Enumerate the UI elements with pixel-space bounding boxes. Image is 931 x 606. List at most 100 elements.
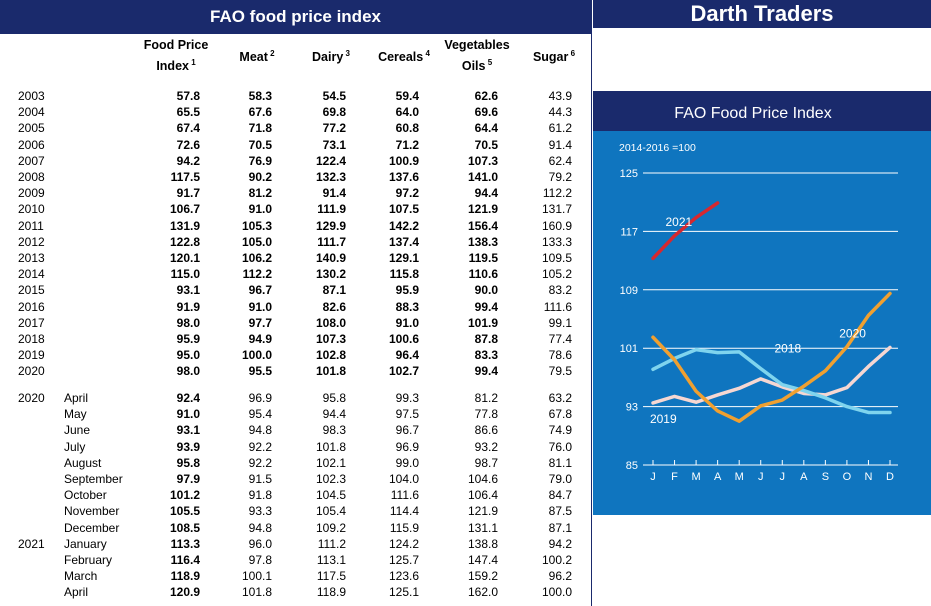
series-label: 2019: [650, 412, 677, 426]
table-row: August 95.8 92.2 102.1 99.0 98.7 81.1: [0, 456, 590, 472]
series-line-2018: [651, 347, 892, 415]
table-cell: 86.6: [474, 423, 498, 438]
table-cell: 83.3: [474, 348, 498, 363]
table-cell: 91.4: [322, 186, 346, 201]
table-cell: 76.9: [248, 153, 272, 168]
table-cell: 81.2: [248, 186, 272, 201]
chart-title: FAO Food Price Index: [674, 105, 831, 122]
table-cell: 95.9: [395, 283, 419, 298]
row-month: July: [64, 439, 86, 454]
table-cell: 62.6: [474, 89, 498, 103]
table-cell: 95.8: [322, 391, 346, 405]
table-cell: 77.8: [474, 407, 498, 422]
table-row: 2007 94.2 76.9 122.4 100.9 107.3 62.4: [0, 154, 590, 170]
table-row: 2015 93.1 96.7 87.1 95.9 90.0 83.2: [0, 283, 590, 299]
series-line-2020: [651, 291, 892, 423]
table-cell: 131.1: [467, 520, 498, 535]
table-cell: 95.4: [248, 407, 272, 422]
table-cell: 74.9: [548, 423, 572, 438]
header-label: Meat: [239, 50, 268, 65]
table-cell: 54.5: [322, 89, 346, 103]
table-row: February 116.4 97.8 113.1 125.7 147.4 100.2: [0, 553, 590, 569]
table-cell: 58.3: [248, 89, 272, 103]
table-cell: 93.1: [176, 423, 200, 438]
row-month: February: [64, 553, 113, 567]
table-cell: 59.4: [395, 89, 419, 103]
footnote-marker: 1: [188, 58, 196, 67]
table-cell: 93.1: [176, 283, 200, 298]
table-cell: 100.0: [541, 585, 572, 600]
table-cell: 99.4: [474, 364, 498, 379]
table-cell: 123.6: [388, 569, 419, 584]
table-cell: 111.6: [390, 488, 419, 503]
table-cell: 105.5: [169, 504, 200, 519]
y-tick-label: 109: [620, 285, 638, 297]
table-cell: 121.9: [467, 202, 498, 217]
table-cell: 107.5: [388, 202, 419, 217]
table-cell: 99.4: [474, 299, 498, 314]
series-label: 2020: [839, 326, 866, 340]
x-tick-label: O: [843, 471, 852, 483]
table-cell: 105.4: [315, 504, 346, 519]
y-tick-label: 93: [626, 402, 638, 414]
brand-title: Darth Traders: [593, 0, 931, 28]
row-year: 2020: [18, 391, 45, 405]
table-cell: 87.1: [548, 520, 572, 535]
table-row: 2014 115.0 112.2 130.2 115.8 110.6 105.2: [0, 267, 590, 283]
column-header: Meat 2: [212, 45, 302, 66]
table-cell: 95.0: [176, 348, 200, 363]
table-cell: 62.4: [548, 153, 572, 168]
table-cell: 99.0: [395, 455, 419, 470]
row-year: 2011: [18, 218, 44, 233]
table-row: 2021 January 113.3 96.0 111.2 124.2 138.8 94.2: [0, 537, 590, 553]
table-cell: 91.0: [176, 407, 200, 422]
table-cell: 83.2: [548, 283, 572, 298]
x-tick-label: N: [864, 471, 872, 483]
table-cell: 101.9: [467, 315, 498, 330]
table-cell: 108.0: [315, 315, 346, 330]
table-row: 2011 131.9 105.3 129.9 142.2 156.4 160.9: [0, 219, 590, 235]
table-cell: 96.9: [248, 391, 272, 405]
header-label: Food Price: [143, 38, 209, 52]
table-cell: 125.1: [388, 585, 419, 600]
table-cell: 100.9: [388, 153, 419, 168]
row-year: 2008: [18, 170, 45, 184]
table-cell: 44.3: [548, 105, 572, 120]
table-cell: 70.5: [474, 137, 498, 152]
table-row: 2018 95.9 94.9 107.3 100.6 87.8 77.4: [0, 332, 590, 348]
table-cell: 115.9: [389, 520, 419, 535]
table-cell: 112.2: [542, 186, 572, 201]
table-cell: 94.9: [248, 332, 272, 346]
table-cell: 121.9: [467, 504, 498, 519]
table-row: 2005 67.4 71.8 77.2 60.8 64.4 61.2: [0, 121, 590, 137]
table-cell: 142.2: [388, 218, 419, 233]
table-cell: 104.6: [467, 472, 498, 486]
table-cell: 106.4: [467, 488, 498, 503]
table-cell: 122.4: [315, 153, 346, 168]
table-cell: 97.7: [248, 315, 272, 330]
table-cell: 91.5: [248, 472, 272, 486]
table-row: March 118.9 100.1 117.5 123.6 159.2 96.2: [0, 569, 590, 585]
table-cell: 138.3: [467, 234, 498, 249]
table-cell: 115.0: [170, 267, 200, 282]
table-cell: 67.8: [548, 407, 572, 422]
table-cell: 138.8: [467, 536, 498, 551]
header-label: Dairy: [312, 50, 344, 65]
table-cell: 108.5: [169, 520, 200, 535]
header-label: Cereals: [378, 50, 424, 65]
table-cell: 71.8: [248, 121, 272, 136]
table-row: 2013 120.1 106.2 140.9 129.1 119.5 109.5: [0, 251, 590, 267]
table-cell: 91.4: [548, 137, 572, 152]
table-cell: 98.3: [322, 423, 346, 438]
table-cell: 64.4: [474, 121, 498, 136]
series-line-2021: [651, 201, 720, 261]
table-cell: 140.9: [315, 251, 346, 265]
table-cell: 94.4: [474, 186, 498, 201]
table-cell: 100.2: [541, 553, 572, 567]
table-cell: 91.8: [248, 488, 272, 503]
table-cell: 119.5: [468, 251, 498, 265]
table-cell: 99.3: [395, 391, 419, 405]
row-month: March: [64, 569, 98, 584]
table-cell: 93.9: [176, 439, 200, 454]
table-cell: 65.5: [176, 105, 200, 120]
